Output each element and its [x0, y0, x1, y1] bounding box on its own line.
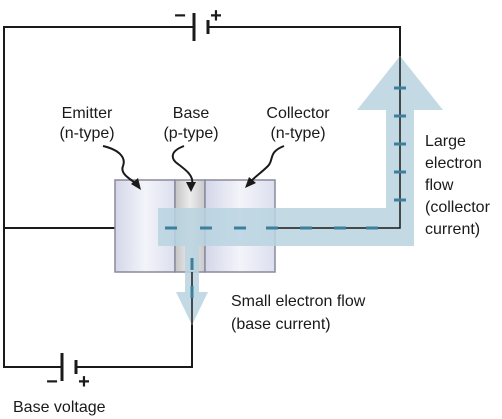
- top-wire-right: [209, 26, 401, 56]
- bottom-battery-minus: −: [46, 371, 58, 393]
- bottom-battery-plus: +: [78, 371, 90, 393]
- top-battery: − +: [174, 5, 222, 41]
- large-flow-label-line1: Large: [425, 133, 466, 150]
- labels: Emitter (n-type) Base (p-type) Collector…: [13, 105, 491, 416]
- bottom-wire-right: [76, 325, 193, 368]
- collector-type-label: (n-type): [270, 125, 325, 142]
- base-pointer: [171, 145, 194, 185]
- collector-label: Collector: [266, 105, 330, 122]
- collector-path: [275, 56, 401, 229]
- top-battery-plus: +: [210, 5, 222, 27]
- top-battery-minus: −: [174, 5, 186, 27]
- emitter-label: Emitter: [62, 105, 113, 122]
- large-flow-label-line2: electron: [425, 155, 482, 172]
- large-flow-label-line4: (collector: [425, 199, 491, 216]
- large-electron-flow-arrow: [158, 56, 443, 246]
- base-type-label: (p-type): [163, 125, 218, 142]
- large-flow-body: [158, 56, 443, 246]
- collector-pointer-head: [245, 177, 256, 188]
- base-pointer-head: [186, 182, 196, 192]
- base-voltage-label: Base voltage: [13, 399, 106, 416]
- pointer-arrowheads: [131, 177, 256, 192]
- large-flow-label-line5: current): [425, 221, 480, 238]
- bottom-battery: − +: [46, 353, 90, 393]
- electron-dashes: [165, 86, 406, 298]
- emitter-type-label: (n-type): [59, 125, 114, 142]
- base-label: Base: [173, 105, 210, 122]
- small-flow-label-line2: (base current): [231, 316, 331, 333]
- collector-pointer: [249, 145, 285, 183]
- large-flow-label-line3: flow: [425, 177, 454, 194]
- label-pointers: [102, 145, 285, 185]
- top-wire-left: [3, 26, 194, 368]
- circuit-wires: [3, 26, 401, 368]
- emitter-pointer-head: [131, 178, 141, 190]
- emitter-pointer: [102, 145, 138, 185]
- small-flow-label-line1: Small electron flow: [231, 293, 366, 310]
- inner-current-paths: [191, 56, 401, 325]
